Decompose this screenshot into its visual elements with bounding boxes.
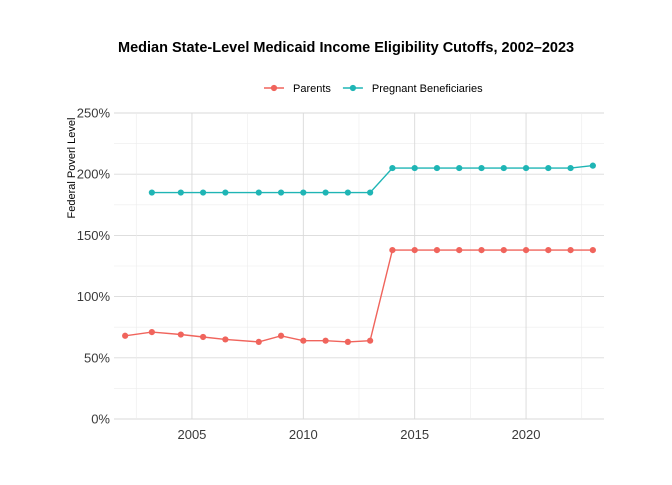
data-point — [367, 189, 374, 196]
data-point — [433, 246, 441, 254]
data-point — [344, 338, 351, 345]
y-tick-label: 0% — [91, 412, 110, 427]
grid-lines — [114, 112, 604, 420]
data-point — [567, 246, 574, 254]
x-tick-label: 2015 — [400, 427, 429, 442]
data-point — [300, 337, 307, 344]
data-point — [433, 164, 441, 172]
data-point — [367, 337, 374, 344]
data-point — [300, 189, 307, 196]
data-point — [500, 246, 507, 254]
data-point — [456, 246, 463, 254]
series-group — [148, 162, 596, 196]
series-group — [122, 246, 596, 345]
data-point — [522, 246, 530, 254]
y-axis-label: Federal Poverl Level — [66, 118, 78, 219]
data-point — [500, 164, 507, 172]
data-point — [567, 164, 574, 172]
data-point — [344, 189, 351, 196]
y-tick-label: 50% — [84, 350, 110, 365]
legend-label: Parents — [293, 83, 331, 95]
data-point — [199, 189, 207, 196]
y-tick-label: 250% — [77, 106, 111, 121]
data-point — [255, 338, 262, 345]
legend-label: Pregnant Beneficiaries — [372, 83, 483, 95]
data-point — [322, 189, 329, 196]
data-point — [478, 246, 485, 254]
data-point — [456, 164, 463, 172]
data-point — [122, 332, 129, 339]
data-point — [277, 332, 285, 339]
data-point — [389, 164, 396, 172]
x-tick-label: 2005 — [177, 427, 206, 442]
data-point — [148, 189, 155, 196]
data-point — [478, 164, 485, 172]
data-point — [411, 246, 418, 254]
y-tick-label: 150% — [77, 228, 111, 243]
data-point — [222, 189, 229, 196]
legend: Parents Pregnant Beneficiaries — [264, 83, 483, 95]
data-point — [589, 246, 596, 254]
data-point — [177, 189, 184, 196]
x-tick-label: 2010 — [289, 427, 318, 442]
series-line — [151, 164, 593, 194]
data-point — [522, 164, 530, 172]
y-axis-tick-labels: 0% 50% 100% 150% 200% 250% — [77, 106, 111, 427]
data-point — [589, 162, 596, 169]
legend-key-point — [270, 84, 278, 92]
y-tick-label: 100% — [77, 289, 111, 304]
data-point — [545, 164, 552, 172]
data-point — [389, 246, 396, 254]
data-point — [199, 333, 207, 341]
x-tick-label: 2020 — [512, 427, 541, 442]
data-point — [222, 336, 229, 343]
data-point — [148, 328, 155, 336]
series-layer — [122, 162, 596, 345]
chart-title: Median State-Level Medicaid Income Eligi… — [118, 40, 574, 56]
y-tick-label: 200% — [77, 167, 111, 182]
data-point — [411, 164, 418, 172]
data-point — [277, 189, 285, 196]
data-point — [322, 337, 329, 344]
legend-key-point — [349, 84, 357, 92]
x-axis-tick-labels: 2005 2010 2015 2020 — [177, 427, 540, 442]
data-point — [177, 331, 184, 338]
data-point — [255, 189, 262, 196]
data-point — [545, 246, 552, 254]
